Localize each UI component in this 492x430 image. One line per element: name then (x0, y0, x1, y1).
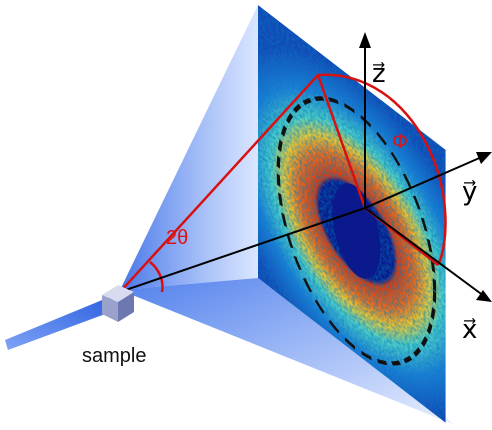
two-theta-label: 2θ (166, 227, 188, 249)
z-label: z⃗ (372, 58, 386, 88)
phi-label: Φ (392, 131, 408, 153)
sample-cube (102, 285, 134, 322)
sample-label: sample (82, 345, 146, 367)
scattered-cone (120, 5, 258, 290)
y-label: y⃗ (462, 176, 477, 206)
incident-beam (5, 296, 116, 350)
x-label: x⃗ (462, 314, 477, 344)
page: z⃗ y⃗ x⃗ Φ 2θ sample (() => { const data… (0, 0, 492, 430)
scattering-diagram: z⃗ y⃗ x⃗ Φ 2θ sample (0, 0, 492, 430)
